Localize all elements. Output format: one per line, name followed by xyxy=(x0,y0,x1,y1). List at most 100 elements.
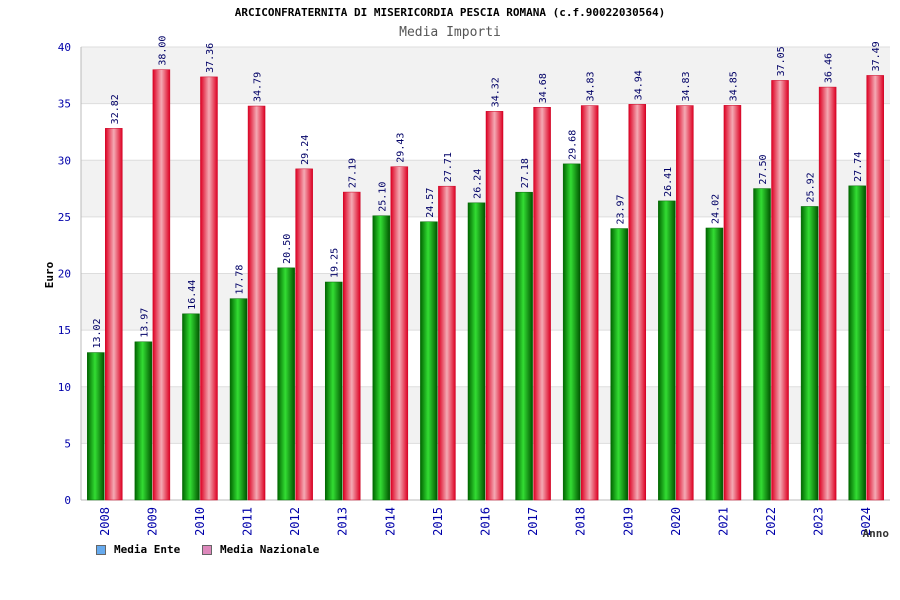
x-axis-label: Anno xyxy=(863,527,890,540)
bar-ente-2013 xyxy=(324,281,343,501)
legend-swatch-nazionale xyxy=(202,544,212,555)
y-tick-label: 10 xyxy=(58,381,71,394)
x-tick-label-2015: 2015 xyxy=(431,507,445,536)
bar-label-ente-2014: 25.10 xyxy=(377,182,388,212)
bar-ente-2017 xyxy=(515,191,533,501)
x-tick-label-2023: 2023 xyxy=(812,507,826,536)
bar-label-ente-2008: 13.02 xyxy=(92,318,103,348)
bar-label-nazionale-2021: 34.85 xyxy=(728,71,739,101)
bar-label-nazionale-2024: 37.49 xyxy=(871,41,882,71)
x-axis-ticks: 2008 2009 2010 2011 2012 2013 2014 2015 2016 2017… xyxy=(98,507,873,536)
x-tick-label-2008: 2008 xyxy=(98,507,112,536)
x-tick-label-2024: 2024 xyxy=(859,507,873,536)
x-tick-label-2019: 2019 xyxy=(621,507,635,536)
x-tick-label-2018: 2018 xyxy=(574,507,588,536)
y-tick-label: 15 xyxy=(58,324,71,337)
bar-label-nazionale-2013: 27.19 xyxy=(348,158,359,188)
bar-label-nazionale-2020: 34.83 xyxy=(681,71,692,101)
y-tick-label: 40 xyxy=(58,41,71,54)
bar-label-nazionale-2009: 38.00 xyxy=(157,36,168,66)
bar-nazionale-2018 xyxy=(580,105,599,501)
y-tick-label: 0 xyxy=(64,494,71,507)
y-tick-label: 5 xyxy=(64,437,71,450)
y-tick-label: 35 xyxy=(58,98,71,111)
bar-label-ente-2015: 24.57 xyxy=(425,188,436,218)
x-tick-label-2021: 2021 xyxy=(716,507,730,536)
bar-ente-2022 xyxy=(753,188,771,501)
bar-label-nazionale-2011: 34.79 xyxy=(253,72,264,102)
chart-subtitle: Media Importi xyxy=(399,25,501,40)
bar-nazionale-2017 xyxy=(533,106,551,501)
x-tick-label-2011: 2011 xyxy=(241,507,255,536)
bar-ente-2012 xyxy=(277,267,295,501)
bar-label-nazionale-2008: 32.82 xyxy=(110,94,121,124)
legend-label-nazionale: Media Nazionale xyxy=(220,543,320,556)
bar-ente-2011 xyxy=(229,298,248,501)
bar-ente-2010 xyxy=(182,313,200,501)
x-tick-label-2017: 2017 xyxy=(526,507,540,536)
x-tick-label-2010: 2010 xyxy=(193,507,207,536)
y-tick-label: 30 xyxy=(58,154,71,167)
x-tick-label-2013: 2013 xyxy=(336,507,350,536)
bar-nazionale-2013 xyxy=(342,191,361,501)
bar-label-ente-2019: 23.97 xyxy=(615,194,626,224)
bar-nazionale-2024 xyxy=(866,75,884,501)
bar-label-ente-2023: 25.92 xyxy=(806,172,817,202)
bar-nazionale-2015 xyxy=(438,185,456,501)
bar-label-nazionale-2014: 29.43 xyxy=(395,133,406,163)
bar-nazionale-2009 xyxy=(152,69,171,501)
y-tick-label: 25 xyxy=(58,211,71,224)
bar-ente-2016 xyxy=(467,202,486,501)
bar-ente-2014 xyxy=(372,215,391,501)
bar-label-ente-2021: 24.02 xyxy=(710,194,721,224)
bar-nazionale-2008 xyxy=(105,128,123,501)
bar-ente-2009 xyxy=(134,341,153,501)
bar-value-labels: 13.02 32.82 13.97 38.00 16.44 37.36 17.78 34.79… xyxy=(92,36,882,349)
legend-label-ente: Media Ente xyxy=(114,543,181,556)
x-tick-label-2012: 2012 xyxy=(288,507,302,536)
bar-ente-2023 xyxy=(800,206,819,501)
bar-label-nazionale-2012: 29.24 xyxy=(300,135,311,165)
x-tick-label-2022: 2022 xyxy=(764,507,778,536)
bar-label-nazionale-2023: 36.46 xyxy=(824,53,835,83)
x-tick-label-2020: 2020 xyxy=(669,507,683,536)
bar-nazionale-2021 xyxy=(723,105,742,501)
bar-label-nazionale-2019: 34.94 xyxy=(633,70,644,100)
bar-nazionale-2023 xyxy=(818,86,837,501)
bar-label-ente-2013: 19.25 xyxy=(330,248,341,278)
bar-label-ente-2009: 13.97 xyxy=(139,308,150,338)
bar-label-nazionale-2016: 34.32 xyxy=(491,77,502,107)
x-tick-label-2014: 2014 xyxy=(383,507,397,536)
y-tick-label: 20 xyxy=(58,268,71,281)
bar-nazionale-2020 xyxy=(676,105,694,501)
bar-nazionale-2014 xyxy=(390,166,409,501)
bar-ente-2024 xyxy=(848,185,866,501)
bar-label-nazionale-2022: 37.05 xyxy=(776,46,787,76)
bar-ente-2021 xyxy=(705,227,724,501)
bar-nazionale-2016 xyxy=(485,111,504,501)
bar-label-ente-2018: 29.68 xyxy=(568,130,579,160)
bar-ente-2019 xyxy=(610,228,629,501)
legend-swatch-ente xyxy=(96,544,106,555)
y-axis-label: Euro xyxy=(43,261,56,288)
bar-nazionale-2012 xyxy=(295,168,313,501)
bar-nazionale-2019 xyxy=(628,104,647,501)
bar-label-nazionale-2018: 34.83 xyxy=(586,71,597,101)
y-axis-ticks: 0 5 10 15 20 25 30 35 40 xyxy=(58,41,71,507)
legend-item-nazionale: Media Nazionale xyxy=(202,543,319,556)
x-tick-label-2016: 2016 xyxy=(479,507,493,536)
bar-label-ente-2017: 27.18 xyxy=(520,158,531,188)
bar-ente-2020 xyxy=(658,200,676,501)
bar-nazionale-2022 xyxy=(771,80,789,501)
chart-title: ARCICONFRATERNITA DI MISERICORDIA PESCIA… xyxy=(234,6,666,19)
bars xyxy=(87,69,884,501)
bar-label-ente-2011: 17.78 xyxy=(235,265,246,295)
bar-nazionale-2011 xyxy=(247,105,266,501)
bar-label-ente-2016: 26.24 xyxy=(473,169,484,199)
bar-label-ente-2012: 20.50 xyxy=(282,234,293,264)
bar-ente-2018 xyxy=(562,163,581,501)
legend-item-ente: Media Ente xyxy=(96,543,180,556)
bar-label-nazionale-2015: 27.71 xyxy=(443,152,454,182)
bar-ente-2008 xyxy=(87,352,105,501)
